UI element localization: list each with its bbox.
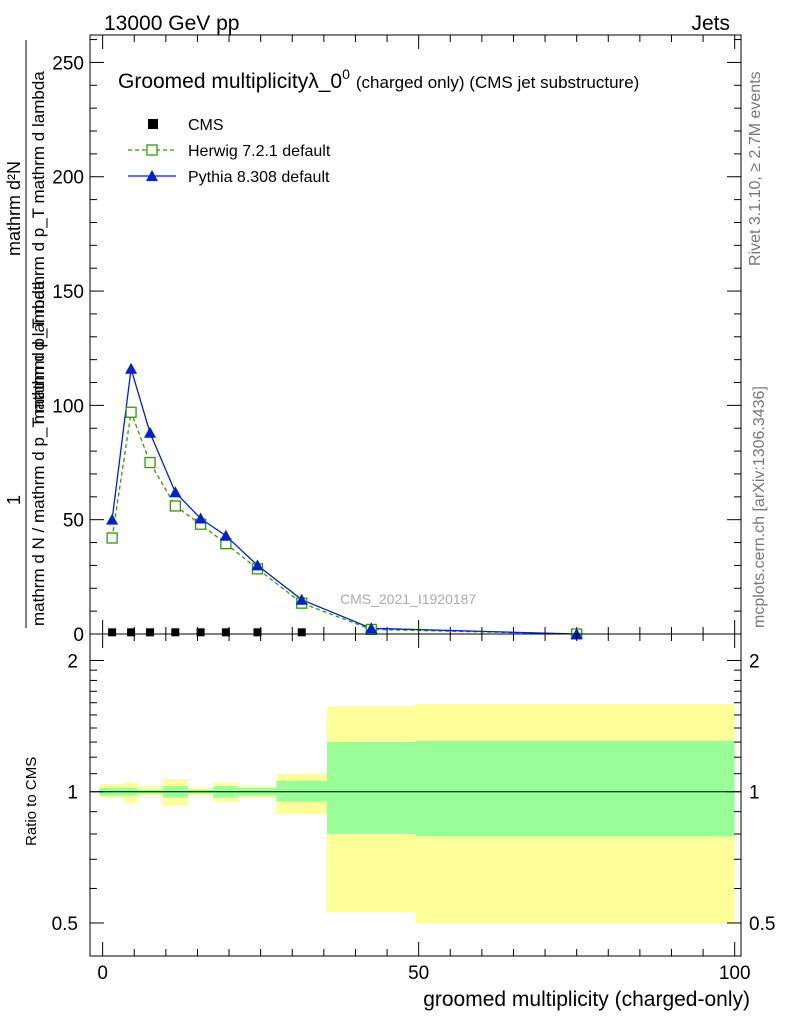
legend-pythia-label: Pythia 8.308 default xyxy=(188,169,330,186)
legend-herwig-marker xyxy=(146,144,158,156)
legend: CMS Herwig 7.2.1 default Pythia 8.308 de… xyxy=(128,117,331,186)
y-label-numerator: 1 xyxy=(4,495,24,505)
legend-herwig-label: Herwig 7.2.1 default xyxy=(188,143,331,160)
main-title: Groomed multiplicityλ_00 (charged only) (… xyxy=(118,66,639,93)
pythia-point xyxy=(106,513,119,525)
main-title-text: Groomed multiplicityλ_0 xyxy=(118,70,342,93)
ratio-y-tick-label: 0.5 xyxy=(52,914,78,935)
x-tick-label: 100 xyxy=(719,963,751,984)
cms-point xyxy=(297,628,306,637)
main-title-note: (charged only) (CMS jet substructure) xyxy=(356,73,639,92)
pythia-point xyxy=(251,559,264,571)
herwig-point xyxy=(106,532,118,544)
pythia-point xyxy=(194,512,207,524)
y-label-inner-denominator: mathrm d p_T mathrm d p_T mathrm d lambd… xyxy=(29,71,48,424)
cms-point xyxy=(127,628,136,637)
main-y-tick-label: 50 xyxy=(63,511,84,532)
cms-point xyxy=(221,628,230,637)
ratio-y-tick-label: 2 xyxy=(67,651,78,672)
main-y-axis-label: 1 mathrm d N / mathrm d p_T mathrm d lam… xyxy=(4,40,48,628)
pythia-point xyxy=(144,426,157,438)
ratio-y-label: Ratio to CMS xyxy=(23,757,40,846)
herwig-point xyxy=(144,456,156,469)
site-label: mcplots.cern.ch [arXiv:1306.3436] xyxy=(751,386,768,628)
pythia-point xyxy=(169,486,182,498)
x-tick-label: 50 xyxy=(408,963,429,984)
cms-point xyxy=(253,628,262,637)
cms-point xyxy=(171,628,180,637)
main-y-tick-label: 0 xyxy=(73,625,84,646)
ratio-axis-ticks: 0.5 0.5 1 1 2 2 0 50 100 xyxy=(52,634,775,984)
ratio-stat-band xyxy=(276,780,328,802)
x-axis-label: groomed multiplicity (charged-only) xyxy=(423,988,750,1011)
pythia-line xyxy=(111,368,577,635)
ratio-y-tick-label: 1 xyxy=(67,783,78,804)
ratio-y-tick-label-right: 1 xyxy=(749,783,760,804)
herwig-line xyxy=(111,409,577,635)
main-y-tick-label: 200 xyxy=(52,168,84,189)
main-title-superscript: 0 xyxy=(342,66,350,82)
ratio-stat-band xyxy=(327,742,416,834)
main-y-tick-label: 150 xyxy=(52,282,84,303)
cms-point xyxy=(146,628,155,637)
ratio-stat-band xyxy=(415,740,735,837)
y-label-inner-numerator: mathrm d²N xyxy=(4,161,24,256)
rivet-label: Rivet 3.1.10, ≥ 2.7M events xyxy=(747,71,764,266)
herwig-point xyxy=(169,500,181,512)
legend-pythia-marker xyxy=(146,170,158,181)
ratio-plot-frame xyxy=(89,633,742,957)
x-tick-label: 0 xyxy=(97,963,108,984)
process-label: Jets xyxy=(691,12,730,35)
y-label-denominator: mathrm d N / mathrm d p_T mathrm d lambd… xyxy=(29,280,48,626)
pythia-point xyxy=(219,529,232,541)
energy-label: 13000 GeV pp xyxy=(104,12,239,35)
ratio-uncertainty-bands xyxy=(99,703,735,923)
cms-point xyxy=(196,628,205,637)
analysis-watermark: CMS_2021_I1920187 xyxy=(340,591,476,607)
cms-point xyxy=(108,628,117,637)
main-series-layer xyxy=(106,362,583,640)
ratio-y-tick-label-right: 0.5 xyxy=(749,914,775,935)
legend-cms-marker xyxy=(148,119,158,129)
herwig-point xyxy=(125,406,137,418)
ratio-y-tick-label-right: 2 xyxy=(749,651,760,672)
main-axis-ticks: 0 50 100 150 200 250 xyxy=(52,35,741,646)
pythia-point xyxy=(365,622,378,634)
main-y-tick-label: 250 xyxy=(52,53,84,74)
pythia-point xyxy=(125,362,138,374)
legend-cms-label: CMS xyxy=(188,117,224,134)
pythia-point xyxy=(295,593,308,605)
main-y-tick-label: 100 xyxy=(52,396,84,417)
